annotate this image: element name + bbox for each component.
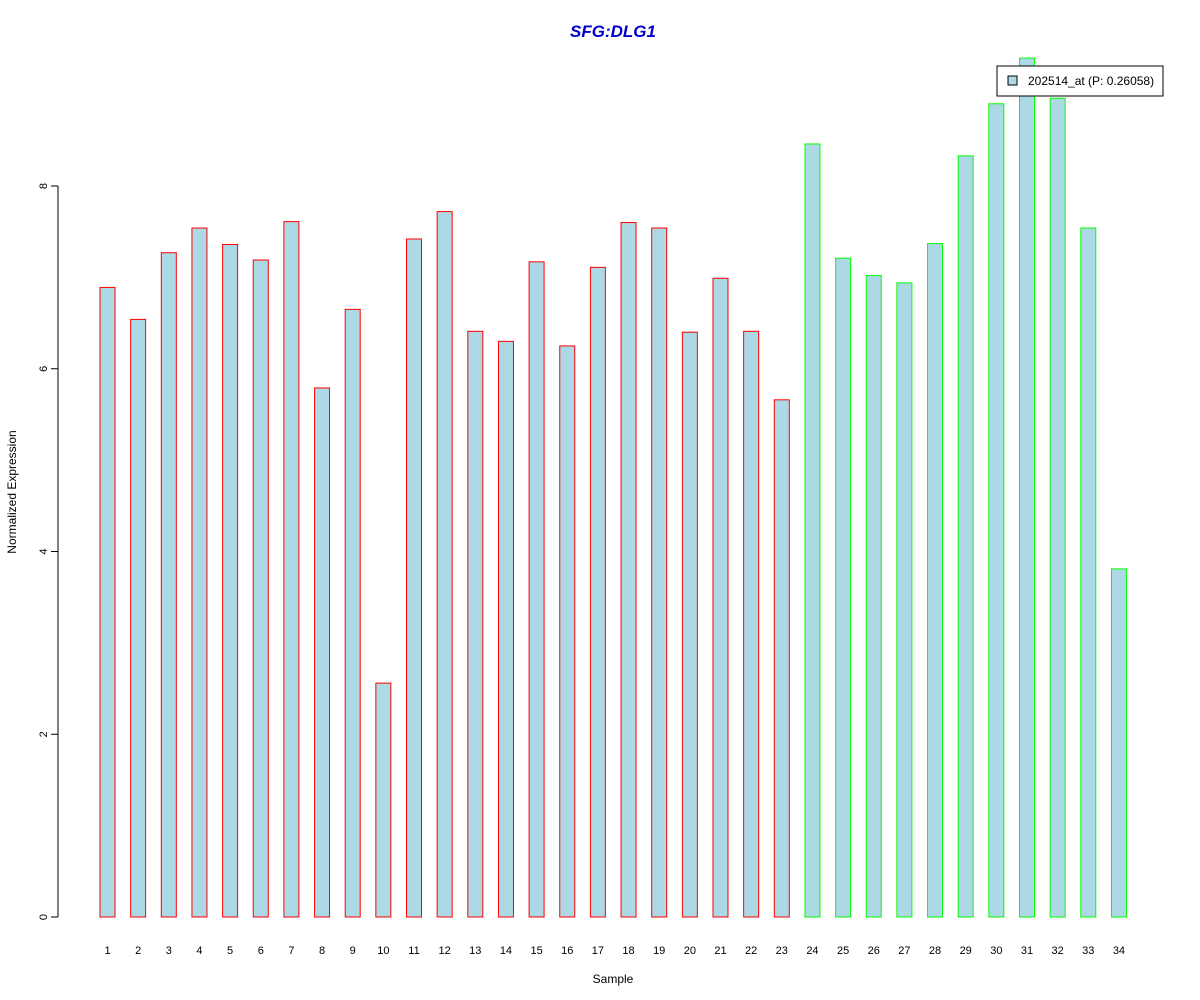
x-tick-label: 14 — [500, 945, 512, 957]
bar-sample-27 — [896, 282, 913, 918]
x-tick-label: 17 — [592, 945, 604, 957]
x-tick-label: 26 — [868, 945, 880, 957]
bar-sample-2 — [130, 318, 147, 918]
x-tick-label: 4 — [196, 945, 202, 957]
bar-sample-13 — [467, 330, 484, 918]
bar-sample-19 — [651, 227, 668, 918]
legend-label: 202514_at (P: 0.26058) — [1028, 74, 1154, 88]
x-tick-label: 24 — [806, 945, 818, 957]
x-axis-title: Sample — [593, 972, 634, 986]
x-tick-label: 34 — [1113, 945, 1125, 957]
bar-sample-9 — [344, 308, 361, 918]
x-tick-label: 13 — [469, 945, 481, 957]
bar-sample-28 — [927, 243, 944, 918]
y-axis: 0 2 4 6 8 — [38, 183, 59, 920]
bar-sample-11 — [406, 238, 422, 918]
x-tick-label: 1 — [104, 945, 110, 957]
bar-sample-7 — [283, 221, 300, 918]
x-tick-label: 18 — [622, 945, 634, 957]
x-tick-label: 7 — [288, 945, 294, 957]
x-tick-label: 3 — [166, 945, 172, 957]
x-tick-label: 12 — [439, 945, 451, 957]
bar-sample-12 — [436, 211, 453, 918]
legend: 202514_at (P: 0.26058) — [996, 65, 1164, 97]
bar-sample-34 — [1110, 568, 1127, 918]
bar-sample-1 — [99, 286, 116, 918]
bar-sample-17 — [589, 266, 606, 918]
x-tick-label: 10 — [377, 945, 389, 957]
x-tick-label: 27 — [898, 945, 910, 957]
bar-sample-5 — [222, 243, 239, 918]
bar-sample-18 — [620, 222, 637, 918]
x-tick-label: 28 — [929, 945, 941, 957]
bar-sample-16 — [559, 345, 576, 918]
x-tick-label: 23 — [776, 945, 788, 957]
x-tick-label: 11 — [408, 945, 419, 957]
x-tick-label: 15 — [530, 945, 542, 957]
bar-sample-15 — [528, 261, 545, 918]
bar-sample-14 — [497, 340, 514, 918]
x-tick-label: 19 — [653, 945, 665, 957]
y-tick-label: 2 — [38, 731, 50, 737]
x-tick-label: 9 — [350, 945, 356, 957]
x-tick-label: 8 — [319, 945, 325, 957]
bar-sample-22 — [743, 330, 760, 918]
x-tick-label: 5 — [227, 945, 233, 957]
y-tick-label: 6 — [38, 366, 50, 372]
bar-sample-31 — [1019, 57, 1035, 918]
x-tick-label: 25 — [837, 945, 849, 957]
y-tick-label: 4 — [38, 548, 50, 554]
bar-sample-23 — [773, 399, 790, 918]
bar-sample-20 — [681, 331, 698, 918]
y-tick-label: 0 — [38, 914, 50, 920]
x-tick-label: 30 — [990, 945, 1002, 957]
legend-box — [996, 65, 1164, 97]
bar-sample-10 — [375, 682, 392, 918]
bar-sample-32 — [1049, 97, 1066, 918]
x-tick-label: 16 — [561, 945, 573, 957]
x-tick-label: 29 — [960, 945, 972, 957]
x-tick-label: 22 — [745, 945, 757, 957]
y-tick-label: 8 — [38, 183, 50, 189]
x-tick-label: 32 — [1052, 945, 1064, 957]
bar-sample-29 — [957, 155, 974, 918]
y-axis-title: Normalized Expression — [5, 430, 19, 553]
bar-sample-24 — [804, 143, 821, 918]
bar-sample-30 — [988, 103, 1005, 918]
bar-sample-21 — [712, 277, 729, 918]
bar-sample-8 — [314, 387, 331, 918]
x-tick-label: 20 — [684, 945, 696, 957]
bar-sample-4 — [191, 227, 208, 918]
bar-sample-33 — [1080, 227, 1097, 918]
x-tick-labels: 1 2 3 4 5 6 7 8 9 10 11 12 13 14 15 16 17 18 19 20 21 22 23 24 2… — [104, 945, 1125, 957]
x-tick-label: 2 — [135, 945, 141, 957]
bar-sample-25 — [835, 257, 852, 918]
x-tick-label: 6 — [258, 945, 264, 957]
legend-swatch — [1007, 75, 1018, 86]
bar-sample-26 — [865, 275, 882, 918]
x-tick-label: 31 — [1021, 945, 1033, 957]
chart-title: SFG:DLG1 — [570, 22, 656, 41]
x-tick-label: 33 — [1082, 945, 1094, 957]
x-tick-label: 21 — [714, 945, 726, 957]
bars-group — [99, 57, 1127, 918]
bar-sample-6 — [252, 259, 269, 918]
bar-sample-3 — [160, 252, 177, 918]
